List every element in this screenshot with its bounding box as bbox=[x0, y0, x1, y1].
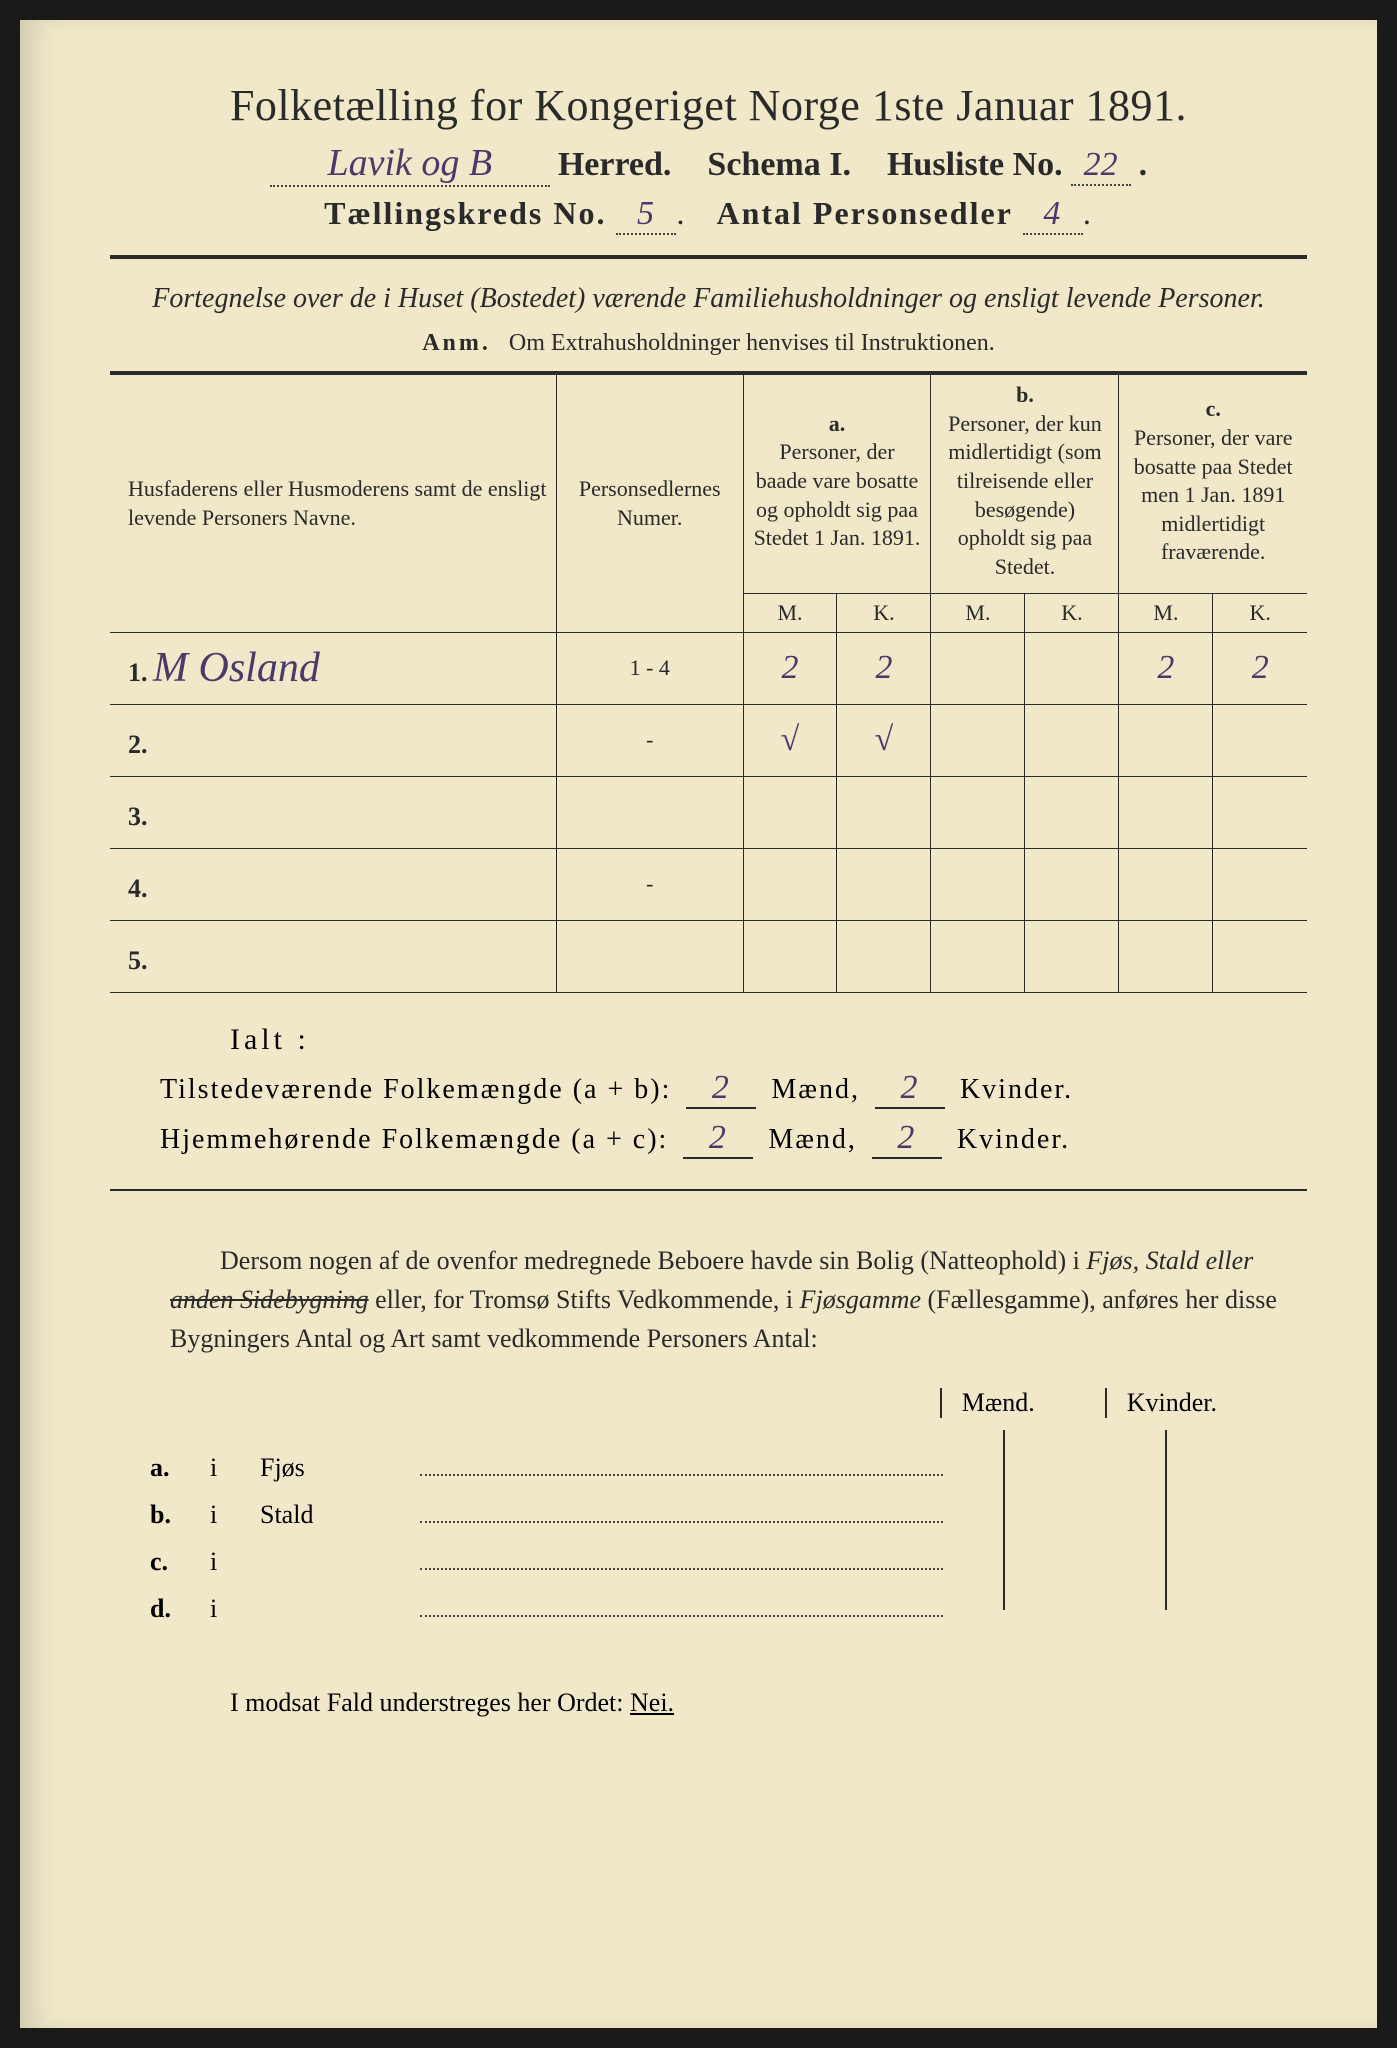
final-line: I modsat Fald understreges her Ordet: Ne… bbox=[230, 1688, 1307, 1718]
anm-label: Anm. bbox=[422, 330, 491, 356]
col-a-header: a. Personer, der baade vare bosatte og o… bbox=[743, 375, 931, 587]
bottom-kvinder: Kvinder. bbox=[1105, 1388, 1247, 1418]
col-names-header: Husfaderens eller Husmoderens samt de en… bbox=[110, 375, 556, 632]
main-title: Folketælling for Kongeriget Norge 1ste J… bbox=[110, 80, 1307, 131]
bottom-row: d.i bbox=[150, 1591, 953, 1624]
herred-value: Lavik og B bbox=[270, 141, 550, 187]
note-paragraph: Dersom nogen af de ovenfor medregnede Be… bbox=[170, 1241, 1277, 1358]
kvinder-label: Kvinder. bbox=[957, 1124, 1070, 1155]
a-label: a. bbox=[752, 410, 923, 439]
kreds-label: Tællingskreds No. bbox=[324, 195, 606, 231]
b-label: b. bbox=[939, 381, 1110, 410]
antal-value: 4 bbox=[1023, 195, 1083, 235]
col-c-header: c. Personer, der vare bosatte paa Stedet… bbox=[1119, 375, 1307, 587]
c-label: c. bbox=[1127, 395, 1299, 424]
note-t2: eller, for Tromsø Stifts Vedkommende, i bbox=[375, 1285, 800, 1314]
ialt-label: Ialt : bbox=[230, 1023, 1307, 1057]
census-table: Husfaderens eller Husmoderens samt de en… bbox=[110, 375, 1307, 993]
census-form-page: Folketælling for Kongeriget Norge 1ste J… bbox=[20, 20, 1377, 2028]
antal-label: Antal Personsedler bbox=[716, 195, 1012, 231]
total-present: Tilstedeværende Folkemængde (a + b): 2 M… bbox=[160, 1069, 1307, 1109]
b-k: K. bbox=[1025, 593, 1119, 632]
table-row: 5. bbox=[110, 920, 1307, 992]
kvinder-label: Kvinder. bbox=[960, 1074, 1073, 1105]
header-kreds-line: Tællingskreds No. 5. Antal Personsedler … bbox=[110, 195, 1307, 235]
present-m: 2 bbox=[686, 1069, 756, 1109]
b-text: Personer, der kun midlertidigt (som tilr… bbox=[939, 410, 1110, 582]
bottom-row: a.iFjøs bbox=[150, 1450, 953, 1483]
final-nei: Nei. bbox=[630, 1688, 674, 1717]
anm-text: Om Extrahusholdninger henvises til Instr… bbox=[509, 330, 995, 356]
c-text: Personer, der vare bosatte paa Stedet me… bbox=[1127, 424, 1299, 567]
note-anden: anden Sidebygning bbox=[170, 1285, 369, 1314]
col1-text: Husfaderens eller Husmoderens samt de en… bbox=[128, 476, 547, 530]
husliste-label: Husliste No. bbox=[887, 146, 1063, 184]
col-numer-header: Personsedlernes Numer. bbox=[556, 375, 743, 632]
c-k: K. bbox=[1213, 593, 1307, 632]
divider bbox=[110, 1189, 1307, 1191]
note-fjos: Fjøs, Stald eller bbox=[1086, 1246, 1253, 1275]
c-m: M. bbox=[1119, 593, 1213, 632]
anm-note: Anm. Om Extrahusholdninger henvises til … bbox=[110, 330, 1307, 357]
note-t1: Dersom nogen af de ovenfor medregnede Be… bbox=[220, 1246, 1086, 1275]
table-row: 3. bbox=[110, 776, 1307, 848]
kreds-value: 5 bbox=[616, 195, 676, 235]
herred-label: Herred. bbox=[558, 146, 672, 184]
table-row: 1. M Osland1 - 42222 bbox=[110, 632, 1307, 704]
note-fjosgamme: Fjøsgamme bbox=[800, 1285, 921, 1314]
present-k: 2 bbox=[875, 1069, 945, 1109]
final-text: I modsat Fald understreges her Ordet: bbox=[230, 1688, 630, 1717]
table-row: 4. - bbox=[110, 848, 1307, 920]
bottom-maend: Mænd. bbox=[940, 1388, 1065, 1418]
maend-label: Mænd, bbox=[768, 1124, 857, 1155]
a-text: Personer, der baade vare bosatte og opho… bbox=[752, 438, 923, 552]
schema-label: Schema I. bbox=[707, 146, 851, 184]
a-k: K. bbox=[837, 593, 931, 632]
b-m: M. bbox=[931, 593, 1025, 632]
table-row: 2. -√√ bbox=[110, 704, 1307, 776]
divider bbox=[110, 255, 1307, 259]
a-m: M. bbox=[743, 593, 837, 632]
bottom-table: a.iFjøs b.iStald c.i d.i bbox=[150, 1450, 953, 1638]
husliste-value: 22 bbox=[1071, 146, 1131, 186]
bottom-row: c.i bbox=[150, 1544, 953, 1577]
total-home: Hjemmehørende Folkemængde (a + c): 2 Mæn… bbox=[160, 1119, 1307, 1159]
present-label: Tilstedeværende Folkemængde (a + b): bbox=[160, 1074, 671, 1105]
bottom-section: a.iFjøs b.iStald c.i d.i bbox=[110, 1430, 1307, 1638]
col-b-header: b. Personer, der kun midlertidigt (som t… bbox=[931, 375, 1119, 587]
subtitle: Fortegnelse over de i Huset (Bostedet) v… bbox=[110, 279, 1307, 318]
home-k: 2 bbox=[872, 1119, 942, 1159]
home-m: 2 bbox=[683, 1119, 753, 1159]
bottom-row: b.iStald bbox=[150, 1497, 953, 1530]
bottom-header: Mænd. Kvinder. bbox=[110, 1388, 1247, 1418]
home-label: Hjemmehørende Folkemængde (a + c): bbox=[160, 1124, 668, 1155]
maend-label: Mænd, bbox=[771, 1074, 860, 1105]
header-herred-line: Lavik og B Herred. Schema I. Husliste No… bbox=[110, 141, 1307, 187]
